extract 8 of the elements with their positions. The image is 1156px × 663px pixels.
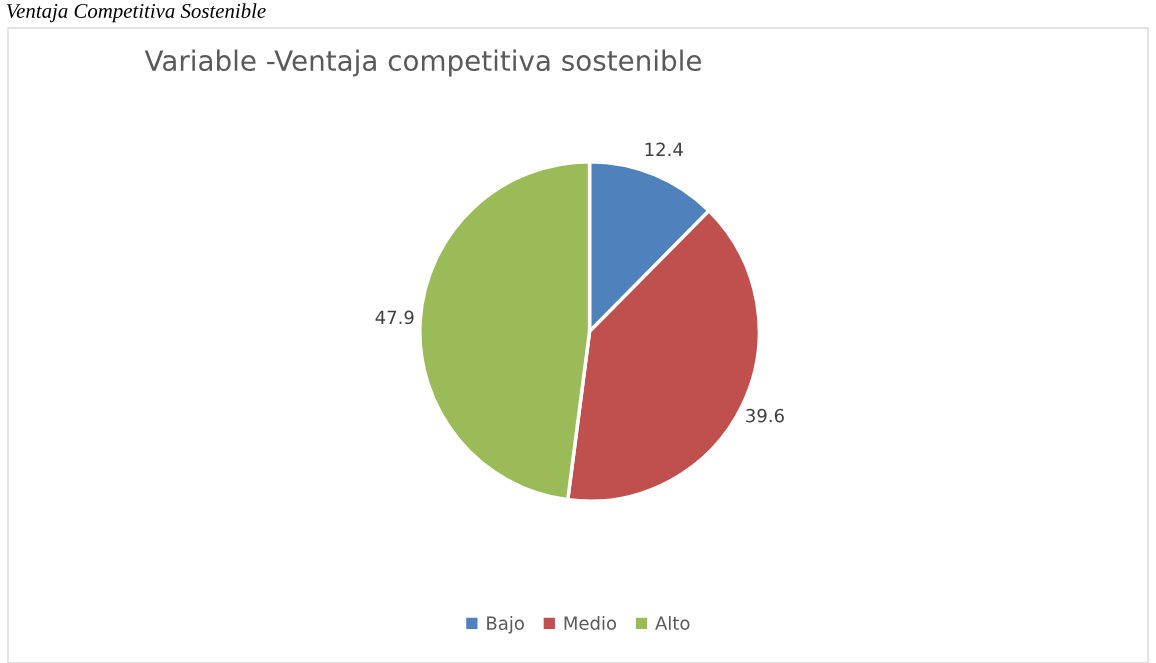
data-label: 47.9 [375,310,414,325]
data-label: 12.4 [645,142,683,156]
data-label: 39.6 [746,408,784,423]
chart-title: Variable -Ventaja competitiva sostenible [144,49,701,77]
text: Ventaja Competitiva Sostenible [6,3,266,23]
legend-label: Medio [564,616,617,630]
legend-label: Bajo [487,616,524,634]
legend-label: Alto [655,616,690,630]
